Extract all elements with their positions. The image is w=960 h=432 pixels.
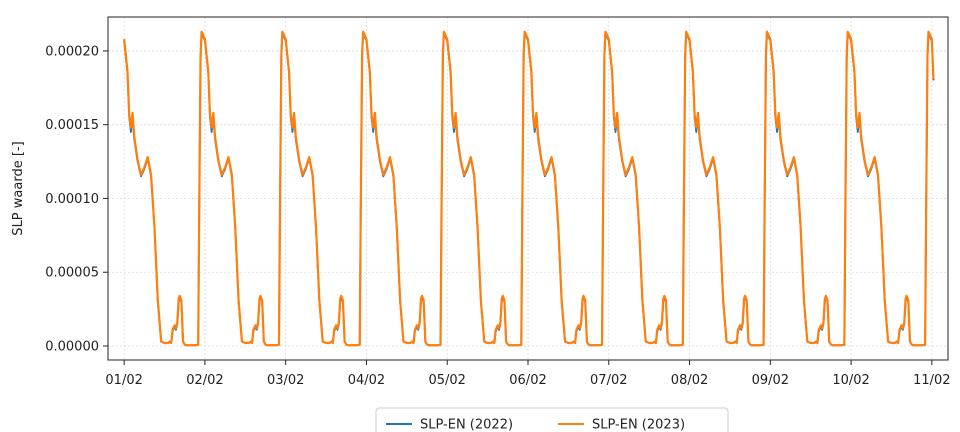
x-tick-label: 05/02 [428,373,465,388]
x-tick-label: 09/02 [752,373,789,388]
y-axis-ticks: 0.00000 0.00005 0.00010 0.00015 0.00020 [45,44,108,354]
x-tick-label: 06/02 [509,373,546,388]
y-tick-label: 0.00000 [45,339,99,354]
legend-label: SLP-EN (2022) [420,418,513,432]
x-tick-label: 03/02 [267,373,304,388]
grid [108,17,948,360]
y-axis-label: SLP waarde [-] [11,141,26,235]
legend: SLP-EN (2022) SLP-EN (2023) [375,407,729,432]
x-tick-label: 02/02 [186,373,223,388]
legend-box [375,407,729,432]
plot-frame [107,16,949,361]
x-tick-label: 01/02 [105,373,142,388]
y-tick-label: 0.00010 [45,192,99,207]
x-tick-label: 11/02 [913,373,950,388]
legend-label: SLP-EN (2023) [592,418,685,432]
series-lines [123,30,935,347]
y-tick-label: 0.00020 [45,44,99,59]
y-tick-label: 0.00015 [45,118,99,133]
x-axis-ticks: 01/02 02/02 03/02 04/02 05/02 06/02 07/02 08/02… [105,360,951,388]
x-tick-label: 10/02 [832,373,869,388]
series-line-0 [123,32,935,347]
y-tick-label: 0.00005 [45,266,99,281]
series-line-1 [123,30,935,347]
x-tick-label: 04/02 [348,373,385,388]
x-tick-label: 08/02 [671,373,708,388]
x-tick-label: 07/02 [590,373,627,388]
